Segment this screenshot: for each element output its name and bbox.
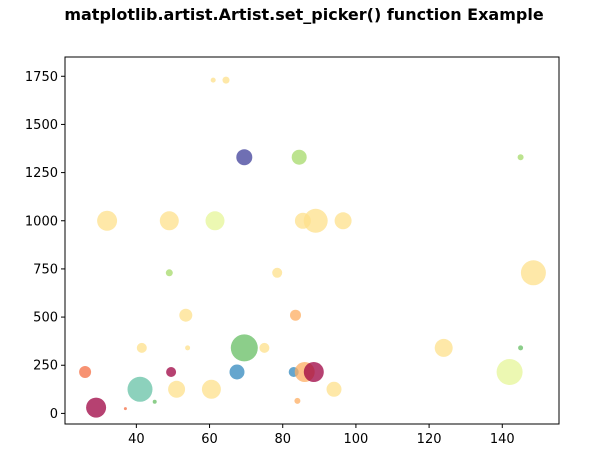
x-tick-label: 80 xyxy=(274,432,291,447)
data-point[interactable] xyxy=(127,376,153,402)
data-point[interactable] xyxy=(290,309,301,321)
data-point[interactable] xyxy=(165,269,173,277)
data-point[interactable] xyxy=(229,364,245,380)
data-point[interactable] xyxy=(97,210,118,231)
data-point[interactable] xyxy=(230,334,258,362)
data-point[interactable] xyxy=(517,154,524,161)
x-axis: 40 60 80 100 120 140 xyxy=(128,424,515,447)
y-tick-label: 1500 xyxy=(25,118,58,133)
data-point[interactable] xyxy=(152,399,157,404)
y-tick-label: 250 xyxy=(33,359,58,374)
data-point[interactable] xyxy=(79,366,92,378)
data-point[interactable] xyxy=(166,367,177,377)
data-point[interactable] xyxy=(205,211,225,231)
x-tick-label: 60 xyxy=(201,432,218,447)
points-layer xyxy=(79,76,546,418)
y-axis: 0 250 500 750 1000 1250 1500 1750 xyxy=(25,70,65,422)
data-point[interactable] xyxy=(334,212,352,230)
data-point[interactable] xyxy=(294,397,301,404)
plot-frame xyxy=(64,56,560,425)
data-point[interactable] xyxy=(201,379,221,399)
y-tick-label: 1250 xyxy=(25,166,58,181)
data-point[interactable] xyxy=(291,149,307,165)
data-point[interactable] xyxy=(222,76,230,84)
data-point[interactable] xyxy=(159,211,179,231)
data-point[interactable] xyxy=(136,342,147,353)
x-tick-label: 140 xyxy=(490,432,515,447)
data-point[interactable] xyxy=(259,342,270,353)
chart-title: matplotlib.artist.Artist.set_picker() fu… xyxy=(64,5,543,24)
data-point[interactable] xyxy=(272,267,283,278)
data-point[interactable] xyxy=(236,149,253,166)
data-point[interactable] xyxy=(434,338,453,357)
data-point[interactable] xyxy=(326,381,342,397)
y-tick-label: 1750 xyxy=(25,70,58,85)
x-tick-label: 120 xyxy=(417,432,442,447)
y-tick-label: 750 xyxy=(33,262,58,277)
data-point[interactable] xyxy=(185,345,191,351)
data-point[interactable] xyxy=(179,308,193,322)
y-tick-label: 1000 xyxy=(25,214,58,229)
x-tick-label: 100 xyxy=(343,432,368,447)
data-point[interactable] xyxy=(518,345,524,351)
data-point[interactable] xyxy=(303,362,324,382)
x-tick-label: 40 xyxy=(128,432,145,447)
data-point[interactable] xyxy=(123,407,127,411)
y-tick-label: 0 xyxy=(50,407,58,422)
data-point[interactable] xyxy=(496,359,523,385)
data-point[interactable] xyxy=(303,208,328,233)
data-point[interactable] xyxy=(168,380,186,398)
y-tick-label: 500 xyxy=(33,311,58,326)
data-point[interactable] xyxy=(86,397,107,418)
data-point[interactable] xyxy=(520,260,546,286)
data-point[interactable] xyxy=(210,77,216,83)
